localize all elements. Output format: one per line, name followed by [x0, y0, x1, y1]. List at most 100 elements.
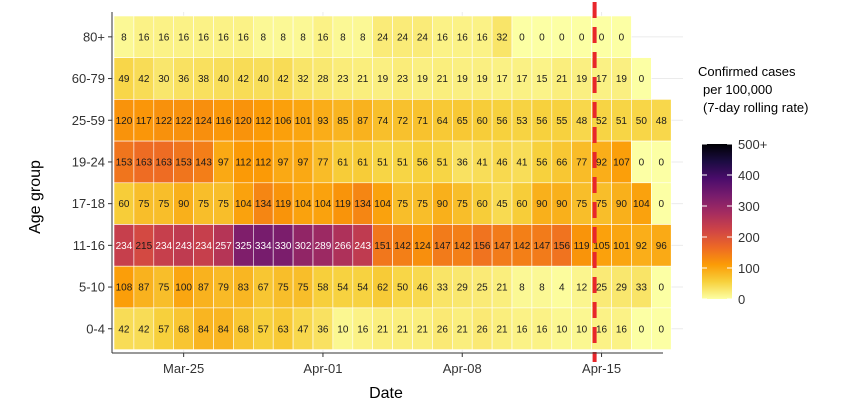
cell-value-label: 289	[315, 241, 332, 252]
cell-value-label: 32	[297, 74, 309, 85]
cell-value-label: 30	[158, 74, 170, 85]
cell-value-label: 40	[218, 74, 230, 85]
cell-value-label: 62	[377, 283, 389, 294]
cell-value-label: 21	[496, 283, 508, 294]
cell-value-label: 0	[559, 32, 565, 43]
cell-value-label: 112	[255, 116, 271, 127]
cell-value-label: 0	[658, 157, 664, 168]
cell-value-label: 75	[198, 199, 210, 210]
cell-value-label: 234	[116, 241, 133, 252]
cell-value-label: 120	[116, 116, 133, 127]
cell-value-label: 16	[317, 32, 329, 43]
cell-value-label: 122	[155, 116, 172, 127]
cell-value-label: 55	[556, 116, 568, 127]
legend-title-line-3: (7-day rolling rate)	[703, 100, 809, 115]
cell-value-label: 19	[477, 74, 489, 85]
legend-color-bar	[702, 144, 732, 299]
cell-value-label: 104	[315, 199, 332, 210]
cell-value-label: 87	[198, 283, 210, 294]
cell-value-label: 124	[195, 116, 212, 127]
cell-value-label: 68	[238, 324, 250, 335]
cell-value-label: 16	[198, 32, 210, 43]
cell-value-label: 90	[616, 199, 628, 210]
cell-value-label: 0	[619, 32, 625, 43]
cell-value-label: 21	[357, 74, 369, 85]
cell-value-label: 8	[519, 283, 525, 294]
cell-value-label: 75	[596, 199, 608, 210]
cell-value-label: 75	[457, 199, 469, 210]
y-tick-label: 60-79	[72, 71, 105, 86]
cell-value-label: 12	[576, 283, 588, 294]
cell-value-label: 106	[275, 116, 292, 127]
cell-value-label: 24	[377, 32, 389, 43]
cell-value-label: 15	[536, 74, 548, 85]
cell-value-label: 75	[138, 199, 150, 210]
cell-value-label: 17	[516, 74, 528, 85]
y-tick-label: 17-18	[72, 196, 105, 211]
legend-tick-label: 500+	[738, 137, 767, 152]
cell-value-label: 16	[357, 324, 369, 335]
cell-value-label: 234	[195, 241, 212, 252]
cell-value-label: 243	[175, 241, 192, 252]
cell-value-label: 60	[477, 199, 489, 210]
cell-value-label: 84	[218, 324, 230, 335]
cell-value-label: 325	[235, 241, 252, 252]
cell-value-label: 75	[576, 199, 588, 210]
cell-value-label: 38	[198, 74, 210, 85]
cell-value-label: 47	[297, 324, 309, 335]
cell-value-label: 90	[536, 199, 548, 210]
cell-value-label: 53	[516, 116, 528, 127]
cell-value-label: 330	[275, 241, 292, 252]
cell-value-label: 8	[340, 32, 346, 43]
cell-value-label: 60	[477, 116, 489, 127]
cell-value-label: 51	[397, 157, 409, 168]
cell-value-label: 32	[496, 32, 508, 43]
cell-value-label: 60	[118, 199, 130, 210]
cell-value-label: 77	[576, 157, 588, 168]
cell-value-label: 46	[417, 283, 429, 294]
cell-value-label: 134	[255, 199, 272, 210]
cell-value-label: 83	[238, 283, 250, 294]
cell-value-label: 75	[397, 199, 409, 210]
cell-value-label: 108	[116, 283, 133, 294]
cell-value-label: 40	[258, 74, 270, 85]
cell-value-label: 16	[596, 324, 608, 335]
cell-value-label: 25	[596, 283, 608, 294]
cell-value-label: 23	[397, 74, 409, 85]
y-tick-label: 5-10	[79, 280, 105, 295]
cell-value-label: 142	[454, 241, 471, 252]
cell-value-label: 33	[437, 283, 449, 294]
cell-value-label: 0	[519, 32, 525, 43]
cell-value-label: 10	[337, 324, 349, 335]
cell-value-label: 92	[636, 241, 648, 252]
cell-value-label: 19	[377, 74, 389, 85]
cell-value-label: 17	[596, 74, 608, 85]
cell-value-label: 42	[238, 74, 250, 85]
cell-value-label: 65	[457, 116, 469, 127]
cell-value-label: 84	[198, 324, 210, 335]
cell-value-label: 122	[175, 116, 192, 127]
cell-value-label: 257	[215, 241, 232, 252]
cell-value-label: 29	[616, 283, 628, 294]
cell-value-label: 36	[457, 157, 469, 168]
cell-value-label: 16	[516, 324, 528, 335]
cell-value-label: 21	[377, 324, 389, 335]
cell-value-label: 97	[218, 157, 230, 168]
cell-value-label: 85	[337, 116, 349, 127]
cell-value-label: 4	[559, 283, 565, 294]
cell-value-label: 97	[297, 157, 309, 168]
cell-value-label: 119	[574, 241, 590, 252]
cell-value-label: 26	[437, 324, 449, 335]
cell-value-label: 48	[656, 116, 668, 127]
cell-value-label: 57	[258, 324, 270, 335]
cell-value-label: 16	[437, 32, 449, 43]
cell-value-label: 147	[534, 241, 551, 252]
cell-value-label: 134	[354, 199, 371, 210]
cell-value-label: 97	[278, 157, 290, 168]
cell-value-label: 112	[235, 157, 251, 168]
x-tick-label: Apr-15	[582, 361, 621, 376]
cell-value-label: 21	[397, 324, 409, 335]
cell-value-label: 334	[255, 241, 272, 252]
cell-value-label: 19	[417, 74, 429, 85]
cell-value-label: 119	[275, 199, 291, 210]
